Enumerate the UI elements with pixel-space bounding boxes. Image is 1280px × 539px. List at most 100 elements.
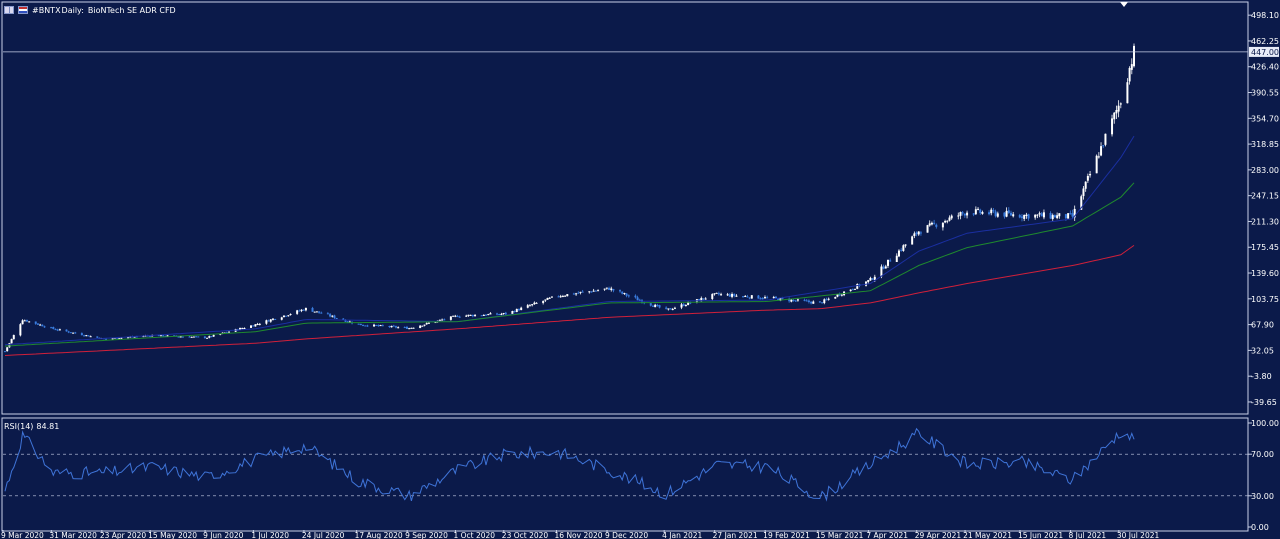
candle-body — [526, 305, 529, 308]
candle-body — [452, 315, 455, 317]
y-tick-label: 390.55 — [1251, 89, 1279, 98]
candle-body — [900, 249, 903, 251]
candle-body — [634, 295, 637, 298]
candle-body — [651, 305, 654, 307]
candle-body — [177, 336, 180, 338]
candle-body — [557, 296, 560, 298]
candle-body — [750, 295, 753, 299]
candle-body — [1100, 146, 1103, 156]
candle-body — [1042, 212, 1045, 218]
candle-body — [392, 325, 395, 327]
candle-body — [919, 232, 922, 234]
axes: 498.10 462.25 426.40 390.55 354.70 318.85 283.… — [1, 11, 1279, 539]
candle-body — [52, 327, 55, 329]
candle-body — [579, 291, 582, 293]
candle-body — [366, 325, 369, 327]
candle-body — [331, 315, 334, 317]
candle-body — [535, 302, 538, 304]
candle-body — [471, 315, 474, 317]
candle-body — [638, 299, 641, 301]
candle-body — [34, 321, 37, 324]
candle-body — [654, 304, 657, 308]
candle-body — [990, 209, 993, 214]
candle-body — [1067, 213, 1070, 219]
candle-body — [208, 336, 211, 338]
candle-body — [458, 316, 461, 318]
rsi-panel-frame — [1, 417, 1249, 532]
candle-body — [375, 324, 378, 326]
candle-body — [1038, 213, 1041, 215]
x-tick-label: 8 Jul 2021 — [1068, 531, 1106, 539]
candle-body — [779, 297, 782, 301]
y-tick-label: -3.80 — [1251, 372, 1272, 381]
candle-body — [546, 297, 549, 300]
candle-body — [298, 310, 301, 312]
candle-body — [1069, 213, 1072, 215]
candle-body — [577, 292, 580, 294]
candle-body — [748, 297, 751, 299]
candle-body — [746, 296, 749, 298]
candle-body — [225, 332, 228, 334]
candle-body — [1084, 181, 1087, 189]
candle-body — [1051, 215, 1054, 220]
candle-body — [1009, 212, 1012, 216]
candle-body — [605, 287, 608, 289]
candle-body — [904, 244, 907, 246]
candle-body — [948, 217, 951, 221]
candle-body — [698, 299, 701, 301]
candle-body — [889, 260, 892, 262]
candle-body — [74, 332, 77, 334]
candle-body — [41, 324, 44, 327]
candle-body — [157, 335, 160, 337]
candle-body — [818, 301, 821, 303]
candle-body — [315, 311, 318, 313]
candle-body — [680, 304, 683, 308]
y-tick-label: 67.90 — [1251, 321, 1274, 330]
candle-body — [410, 327, 413, 329]
candle-body — [1012, 214, 1015, 217]
candle-body — [241, 328, 244, 330]
candle-body — [981, 212, 984, 214]
candle-body — [1003, 212, 1006, 217]
candle-body — [796, 299, 799, 301]
candle-body — [1104, 133, 1107, 145]
candle-body — [1020, 216, 1023, 218]
candle-body — [142, 336, 145, 338]
y-tick-label: 426.40 — [1251, 63, 1279, 72]
moving-average-line-3 — [4, 244, 1135, 356]
y-tick-label: -39.65 — [1251, 398, 1277, 407]
main-panel-frame — [1, 1, 1249, 415]
candle-body — [346, 321, 349, 323]
candle-body — [744, 296, 747, 298]
candle-body — [313, 311, 316, 313]
candle-body — [116, 337, 119, 339]
candle-body — [1007, 210, 1010, 213]
candle-body — [390, 325, 393, 328]
candle-body — [311, 307, 314, 312]
candle-body — [682, 304, 685, 306]
candle-body — [597, 290, 600, 292]
candle-body — [550, 296, 553, 298]
candle-body — [274, 318, 277, 320]
x-tick-label: 27 Jan 2021 — [713, 531, 758, 539]
candle-body — [258, 323, 261, 325]
candle-body — [763, 297, 766, 299]
x-tick-label: 15 Mar 2021 — [816, 531, 864, 539]
candle-body — [1040, 213, 1043, 217]
chart-shift-marker-icon[interactable] — [1120, 2, 1128, 7]
candle-body — [456, 315, 459, 317]
candle-body — [1034, 214, 1037, 218]
candle-body — [994, 211, 997, 217]
candle-body — [803, 299, 806, 301]
candle-body — [996, 213, 999, 217]
candle-body — [1064, 214, 1067, 219]
chart-window-icon[interactable] — [4, 6, 14, 14]
candle-body — [988, 212, 991, 215]
candle-body — [774, 296, 777, 299]
candle-body — [1023, 214, 1026, 219]
candle-body — [594, 290, 597, 292]
candle-body — [805, 300, 808, 302]
x-tick-label: 1 Oct 2020 — [453, 531, 495, 539]
candle-body — [869, 277, 872, 281]
